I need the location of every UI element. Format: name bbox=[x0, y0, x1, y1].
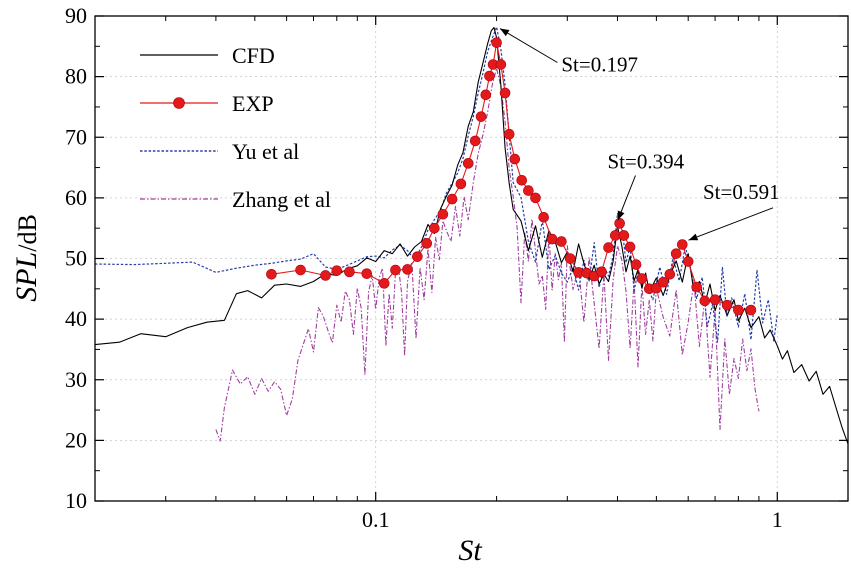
exp-point bbox=[484, 70, 495, 82]
x-tick-label-0: 0.1 bbox=[362, 507, 390, 532]
exp-point bbox=[691, 281, 703, 293]
exp-point bbox=[480, 89, 492, 101]
y-tick-label-6: 70 bbox=[65, 124, 87, 149]
exp-point bbox=[556, 236, 567, 247]
exp-point bbox=[295, 264, 306, 276]
y-tick-label-3: 40 bbox=[65, 306, 87, 331]
y-tick-label-4: 50 bbox=[65, 246, 87, 271]
series-group bbox=[95, 26, 848, 445]
exp-point bbox=[503, 128, 515, 140]
exp-point bbox=[709, 294, 721, 306]
exp-point bbox=[462, 158, 474, 169]
exp-point bbox=[670, 248, 682, 259]
exp-point bbox=[331, 265, 343, 276]
annotation-label-2: St=0.394 bbox=[607, 150, 684, 174]
exp-point bbox=[437, 208, 449, 220]
annotation-arrow-2 bbox=[617, 175, 636, 221]
y-axis-title: SPL bbox=[10, 252, 43, 302]
y-tick-label-5: 60 bbox=[65, 185, 87, 210]
y-tick-label-8: 90 bbox=[65, 3, 87, 28]
exp-point bbox=[651, 282, 662, 294]
exp-point bbox=[412, 251, 423, 262]
exp-point bbox=[491, 37, 502, 48]
exp-point bbox=[402, 264, 413, 275]
exp-point bbox=[624, 241, 636, 253]
exp-point bbox=[499, 87, 511, 99]
legend-label-cfd: CFD bbox=[232, 43, 275, 68]
annotation-arrow-1 bbox=[499, 28, 558, 63]
exp-point bbox=[630, 259, 642, 270]
exp-point bbox=[421, 238, 433, 249]
exp-point bbox=[429, 222, 440, 234]
exp-point bbox=[455, 178, 467, 190]
y-tick-label-0: 10 bbox=[65, 488, 87, 513]
exp-point bbox=[530, 192, 541, 204]
y-tick-label-1: 20 bbox=[65, 427, 87, 452]
exp-point bbox=[266, 268, 277, 280]
exp-point bbox=[320, 270, 331, 281]
exp-point bbox=[361, 268, 373, 279]
legend-marker-exp bbox=[173, 97, 185, 109]
exp-point bbox=[657, 276, 669, 288]
exp-point bbox=[636, 273, 648, 284]
annotation-label-1: St=0.197 bbox=[561, 53, 638, 77]
exp-point bbox=[721, 299, 733, 311]
y-axis-title-group: SPL/dB bbox=[10, 214, 43, 302]
exp-point bbox=[523, 185, 534, 196]
exp-point bbox=[733, 304, 744, 316]
exp-point bbox=[614, 218, 625, 229]
axis-ticks: 0.1 1 10 20 30 40 50 60 70 80 90 bbox=[65, 3, 848, 532]
svg-text:SPL/dB: SPL/dB bbox=[10, 214, 43, 302]
exp-point bbox=[745, 304, 757, 316]
x-tick-label-1: 1 bbox=[772, 507, 783, 532]
exp-point bbox=[475, 111, 487, 122]
exp-point bbox=[538, 211, 549, 223]
series-line-cfd bbox=[95, 26, 848, 445]
x-axis-title: St bbox=[458, 534, 482, 567]
exp-point bbox=[446, 193, 458, 205]
exp-point bbox=[676, 239, 688, 250]
y-tick-label-7: 80 bbox=[65, 64, 87, 89]
legend-label-exp: EXP bbox=[232, 91, 274, 116]
exp-point bbox=[699, 295, 711, 307]
annotations: St=0.197 St=0.394 St=0.591 bbox=[499, 28, 780, 241]
series-line-zhang-et-al bbox=[215, 67, 760, 442]
exp-point bbox=[546, 233, 558, 245]
annotation-label-3: St=0.591 bbox=[703, 180, 780, 204]
exp-point bbox=[596, 266, 607, 278]
exp-point bbox=[664, 268, 676, 280]
exp-point bbox=[618, 230, 630, 241]
exp-point bbox=[509, 153, 521, 165]
legend-label-zhang-et-al: Zhang et al bbox=[232, 187, 331, 212]
legend: CFD EXP Yu et al Zhang et al bbox=[140, 43, 331, 212]
exp-point bbox=[516, 174, 528, 186]
exp-point bbox=[469, 135, 481, 147]
annotation-arrow-3 bbox=[688, 207, 774, 241]
exp-point bbox=[564, 253, 576, 264]
exp-point bbox=[495, 59, 507, 70]
exp-point bbox=[603, 242, 614, 253]
exp-point bbox=[390, 264, 401, 276]
exp-point bbox=[378, 278, 390, 289]
exp-point bbox=[344, 266, 355, 278]
y-tick-label-2: 30 bbox=[65, 367, 87, 392]
legend-label-yu-et-al: Yu et al bbox=[232, 139, 299, 164]
exp-point bbox=[682, 256, 694, 267]
y-axis-unit: /dB bbox=[13, 214, 42, 252]
